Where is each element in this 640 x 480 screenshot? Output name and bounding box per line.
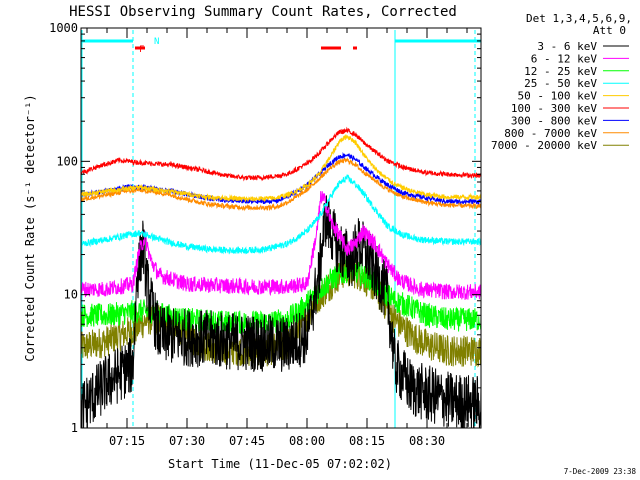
axes-layer: 1 10 100 1000 07:15 07:30 07:45 08:00 08:15 08:30	[49, 21, 482, 448]
footer-timestamp: 7-Dec-2009 23:38	[564, 467, 637, 476]
series-line-5	[80, 126, 482, 182]
legend-label-6: 300 - 800 keV	[511, 114, 597, 127]
series-line-3	[80, 174, 482, 255]
series-line-7	[80, 157, 482, 212]
series-line-1	[80, 191, 482, 300]
legend-label-3: 25 - 50 keV	[524, 77, 597, 90]
legend-label-4: 50 - 100 keV	[518, 90, 598, 103]
legend-label-0: 3 - 6 keV	[537, 40, 597, 53]
x-tick-label-3: 08:00	[289, 434, 325, 448]
y-tick-label-1: 10	[64, 288, 78, 302]
y-tick-label-2: 100	[56, 154, 78, 168]
y-tick-label-3: 1000	[49, 21, 78, 35]
plot-frame	[80, 27, 482, 429]
x-tick-label-1: 07:30	[169, 434, 205, 448]
x-tick-label-0: 07:15	[109, 434, 145, 448]
orbit-annotations: F N	[81, 30, 481, 428]
legend-header-line1: Det 1,3,4,5,6,9,	[526, 12, 632, 25]
series-layer	[80, 126, 482, 429]
y-axis-label: Corrected Count Rate (s⁻¹ detector⁻¹)	[23, 94, 37, 361]
legend-header-line2: Att 0	[593, 24, 626, 37]
legend-label-8: 7000 - 20000 keV	[491, 139, 597, 152]
legend-label-5: 100 - 300 keV	[511, 102, 597, 115]
legend-label-1: 6 - 12 keV	[531, 52, 598, 65]
x-tick-label-2: 07:45	[229, 434, 265, 448]
legend-label-7: 800 - 7000 keV	[504, 127, 597, 140]
chart-title: HESSI Observing Summary Count Rates, Cor…	[69, 4, 457, 20]
x-axis-label: Start Time (11-Dec-05 07:02:02)	[168, 457, 392, 471]
legend-label-2: 12 - 25 keV	[524, 65, 597, 78]
flare-flag-label: F	[139, 45, 144, 55]
x-tick-label-5: 08:30	[409, 434, 445, 448]
x-tick-label-4: 08:15	[349, 434, 385, 448]
series-line-0	[80, 195, 482, 429]
night-flag-label: N	[154, 37, 159, 47]
y-tick-label-0: 1	[71, 421, 78, 435]
series-line-4	[80, 133, 482, 203]
